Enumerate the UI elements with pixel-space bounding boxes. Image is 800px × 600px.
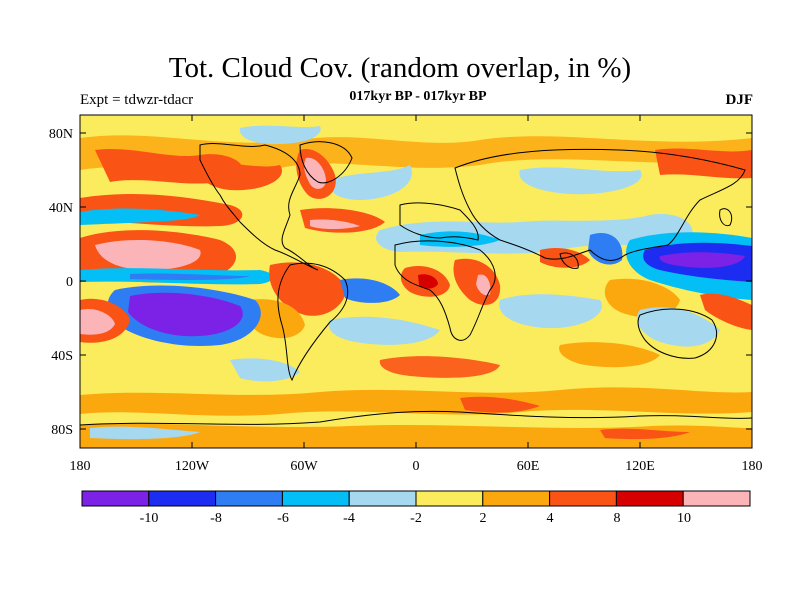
lat-tick-label: 80S [51,423,73,438]
colorbar-swatch [348,490,417,507]
australia-outline [637,308,717,359]
field-patch [659,252,745,268]
south-america-outline [277,262,349,382]
field-patch [418,274,438,289]
colorbar [81,490,751,507]
field-patch [655,148,752,179]
colorbar-swatch [148,490,217,507]
field-patch [239,125,321,145]
map-field [80,115,752,448]
field-patch [700,293,752,330]
colorbar-swatch [615,490,684,507]
lon-tick-label: 60E [517,459,540,474]
colorbar-swatch [215,490,283,507]
india-outline [559,252,579,269]
colorbar-swatch [281,490,350,507]
colorbar-label: -6 [277,511,289,526]
field-patch [636,307,720,347]
greenland-outline [299,141,353,184]
field-patch [95,239,201,270]
north-america-outline [199,143,319,271]
season-label: DJF [725,92,754,108]
field-patch [476,274,491,296]
lat-tick-label: 80N [49,127,73,142]
field-patch [340,278,400,303]
lat-tick-label: 40N [49,201,73,216]
japan-outline [719,208,733,227]
field-patch [230,358,300,382]
africa-outline [394,240,496,341]
colorbar-label: 2 [480,511,487,526]
colorbar-label: -2 [410,511,422,526]
axis-ticks [80,115,752,448]
field-patch [420,231,500,247]
field-patch [600,428,690,440]
field-patch [246,299,305,339]
field-patch [80,423,752,448]
colorbar-label: 8 [614,511,621,526]
lon-tick-label: 120E [625,459,655,474]
field-patch [269,262,346,316]
colorbar-swatch [81,490,150,507]
lon-tick-label: 0 [413,459,420,474]
europe-outline [399,202,479,241]
field-patch [128,292,243,337]
field-patch [310,219,360,229]
colorbar-swatch [415,490,484,507]
colorbar-label: 4 [547,511,554,526]
chart-title: Tot. Cloud Cov. (random overlap, in %) [168,52,632,84]
experiment-label: Expt = tdwzr-tdacr [80,92,194,108]
field-patch [90,426,200,440]
asia-outline [454,148,746,261]
lat-tick-label: 40S [51,349,73,364]
chart-subtitle: 017kyr BP - 017kyr BP [349,89,487,104]
lon-tick-label: 60W [290,459,318,474]
field-patch [519,167,642,195]
field-patch [329,165,412,200]
coastlines [80,141,752,426]
field-patch [80,308,115,335]
field-patch [304,157,326,189]
colorbar-label: -10 [140,511,159,526]
field-patch [130,273,250,280]
antarctica-outline [80,410,752,426]
field-patch [80,135,752,172]
colorbar-swatch [482,490,551,507]
field-patch [199,163,282,191]
colorbar-label: 10 [677,511,691,526]
colorbar-label: -8 [210,511,222,526]
lat-tick-label: 0 [66,275,73,290]
field-patch [80,387,752,416]
colorbar-swatch [682,490,751,507]
field-patch [379,356,500,378]
lon-tick-label: 180 [742,459,763,474]
field-patch [588,232,623,265]
field-patch [328,316,440,345]
colorbar-swatch [549,490,617,507]
field-patch [80,208,200,225]
lon-tick-label: 180 [70,459,91,474]
field-patch [559,342,660,368]
field-patch [460,396,540,413]
colorbar-label: -4 [343,511,355,526]
lon-tick-label: 120W [175,459,210,474]
field-patch [499,294,602,329]
